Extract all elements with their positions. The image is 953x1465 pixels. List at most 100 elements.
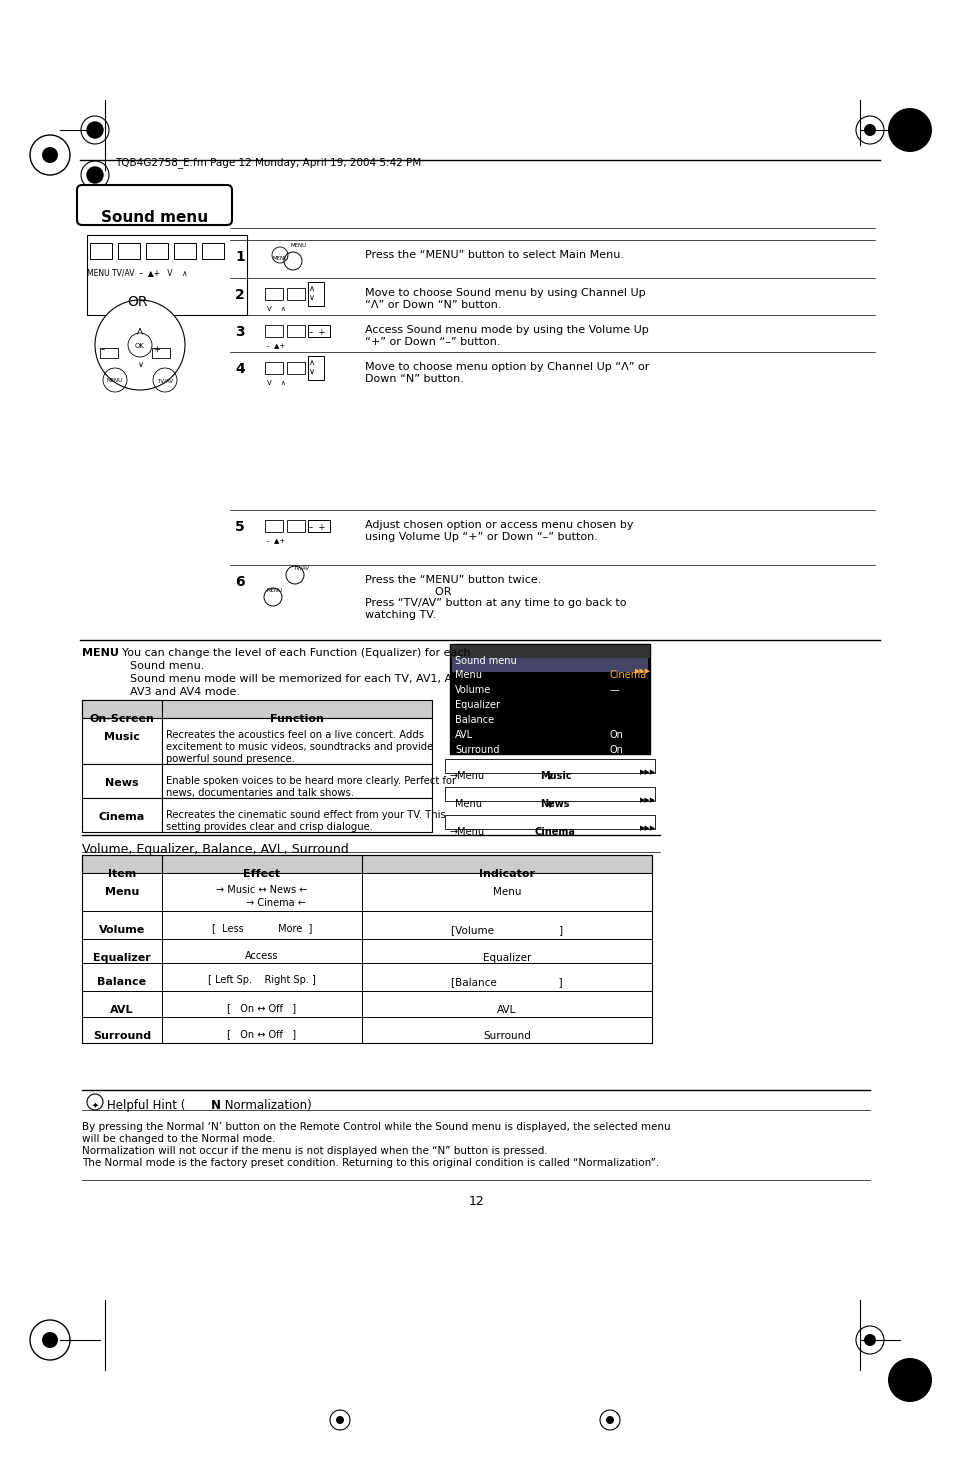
- Text: Helpful Hint (: Helpful Hint (: [107, 1099, 185, 1112]
- Text: → Cinema ←: → Cinema ←: [218, 898, 306, 908]
- Text: 1: 1: [234, 251, 245, 264]
- Bar: [265, 289, 283, 300]
- Bar: [450, 645, 649, 754]
- Text: Normalization will not occur if the menu is not displayed when the “N” button is: Normalization will not occur if the menu…: [82, 1146, 547, 1156]
- Bar: [162, 990, 361, 1017]
- Text: setting provides clear and crisp dialogue.: setting provides clear and crisp dialogu…: [166, 822, 373, 832]
- Bar: [82, 939, 162, 963]
- Bar: [361, 939, 651, 963]
- Bar: [287, 325, 305, 337]
- Text: Recreates the acoustics feel on a live concert. Adds: Recreates the acoustics feel on a live c…: [166, 730, 423, 740]
- Text: AVL: AVL: [455, 730, 473, 740]
- Bar: [287, 289, 305, 300]
- Text: +: +: [152, 344, 160, 355]
- Text: powerful sound presence.: powerful sound presence.: [166, 754, 294, 765]
- FancyBboxPatch shape: [77, 185, 232, 226]
- Bar: [265, 362, 283, 374]
- Bar: [308, 356, 324, 379]
- Text: —: —: [609, 686, 619, 694]
- Text: Access Sound menu mode by using the Volume Up
“+” or Down “–” button.: Access Sound menu mode by using the Volu…: [365, 325, 648, 347]
- Text: [   On ↔ Off   ]: [ On ↔ Off ]: [227, 1004, 296, 1012]
- Circle shape: [30, 135, 70, 174]
- Bar: [265, 520, 283, 532]
- Bar: [308, 281, 324, 306]
- Text: Balance: Balance: [97, 977, 147, 987]
- Text: Equalizer: Equalizer: [455, 700, 499, 711]
- Bar: [162, 873, 361, 911]
- Text: Recreates the cinematic sound effect from your TV. This: Recreates the cinematic sound effect fro…: [166, 810, 445, 820]
- Bar: [82, 990, 162, 1017]
- Text: OR: OR: [127, 294, 148, 309]
- Bar: [162, 911, 361, 939]
- Text: will be changed to the Normal mode.: will be changed to the Normal mode.: [82, 1134, 275, 1144]
- Circle shape: [87, 167, 103, 183]
- Text: ∨: ∨: [309, 293, 314, 302]
- Text: [ Left Sp.    Right Sp. ]: [ Left Sp. Right Sp. ]: [208, 976, 315, 984]
- Text: Adjust chosen option or access menu chosen by
using Volume Up “+” or Down “–” bu: Adjust chosen option or access menu chos…: [365, 520, 633, 542]
- Text: Cinema: Cinema: [609, 670, 646, 680]
- Bar: [444, 787, 655, 801]
- Text: Music: Music: [104, 732, 140, 741]
- Text: [   On ↔ Off   ]: [ On ↔ Off ]: [227, 1028, 296, 1039]
- Circle shape: [855, 1326, 883, 1354]
- Text: MENU: MENU: [267, 587, 283, 593]
- Bar: [82, 700, 162, 718]
- Bar: [444, 815, 655, 829]
- Text: By pressing the Normal ‘N’ button on the Remote Control while the Sound menu is : By pressing the Normal ‘N’ button on the…: [82, 1122, 670, 1132]
- Bar: [90, 243, 112, 259]
- Bar: [82, 798, 162, 832]
- Bar: [287, 362, 305, 374]
- Bar: [82, 963, 162, 990]
- Bar: [82, 856, 651, 873]
- Text: MENU: MENU: [82, 648, 119, 658]
- Bar: [444, 759, 655, 774]
- Text: Move to choose menu option by Channel Up “Λ” or
Down “Ν” button.: Move to choose menu option by Channel Up…: [365, 362, 649, 384]
- Text: Surround: Surround: [482, 1031, 531, 1042]
- Text: Move to choose Sound menu by using Channel Up
“Λ” or Down “Ν” button.: Move to choose Sound menu by using Chann…: [365, 289, 645, 309]
- Text: MENU: MENU: [291, 243, 307, 248]
- Circle shape: [855, 116, 883, 144]
- Bar: [162, 1017, 361, 1043]
- Bar: [162, 939, 361, 963]
- Bar: [146, 243, 168, 259]
- Text: TV/AV: TV/AV: [157, 378, 172, 382]
- Text: news, documentaries and talk shows.: news, documentaries and talk shows.: [166, 788, 354, 798]
- Bar: [173, 243, 195, 259]
- Text: ✦: ✦: [91, 1102, 98, 1110]
- Text: 5: 5: [234, 520, 245, 535]
- Text: V    ∧: V ∧: [267, 379, 286, 385]
- Text: ∨: ∨: [309, 368, 314, 377]
- Bar: [162, 718, 432, 765]
- Circle shape: [87, 122, 103, 138]
- Circle shape: [887, 108, 931, 152]
- Text: Sound menu: Sound menu: [455, 656, 517, 667]
- Text: –  ▲+: – ▲+: [266, 343, 285, 349]
- Text: → Music ↔ News ←: → Music ↔ News ←: [216, 885, 308, 895]
- Text: Volume, Equalizer, Balance, AVL, Surround: Volume, Equalizer, Balance, AVL, Surroun…: [82, 842, 349, 856]
- Text: ∧: ∧: [309, 357, 314, 368]
- Text: 6: 6: [234, 574, 244, 589]
- Text: AV3 and AV4 mode.: AV3 and AV4 mode.: [130, 687, 240, 697]
- Text: V    ∧: V ∧: [267, 306, 286, 312]
- Text: MENU TV/AV  –  ▲+   V    ∧: MENU TV/AV – ▲+ V ∧: [87, 268, 188, 277]
- Bar: [82, 765, 162, 798]
- Text: [Balance                   ]: [Balance ]: [451, 977, 562, 987]
- Bar: [82, 856, 651, 1043]
- Bar: [82, 911, 162, 939]
- Text: N: N: [211, 1099, 221, 1112]
- Text: –  +: – +: [309, 328, 325, 337]
- Text: Sound menu: Sound menu: [101, 209, 209, 226]
- Circle shape: [887, 1358, 931, 1402]
- Bar: [87, 234, 247, 315]
- Text: You can change the level of each Function (Equalizer) for each: You can change the level of each Functio…: [122, 648, 470, 658]
- Text: Normalization): Normalization): [221, 1099, 312, 1112]
- Bar: [82, 1017, 162, 1043]
- Circle shape: [30, 1320, 70, 1360]
- Text: →Menu: →Menu: [450, 828, 485, 837]
- Bar: [118, 243, 140, 259]
- Text: Access: Access: [245, 951, 278, 961]
- Text: Effect: Effect: [243, 869, 280, 879]
- Text: excitement to music videos, soundtracks and provide: excitement to music videos, soundtracks …: [166, 741, 433, 752]
- Bar: [308, 325, 330, 337]
- Circle shape: [605, 1417, 614, 1424]
